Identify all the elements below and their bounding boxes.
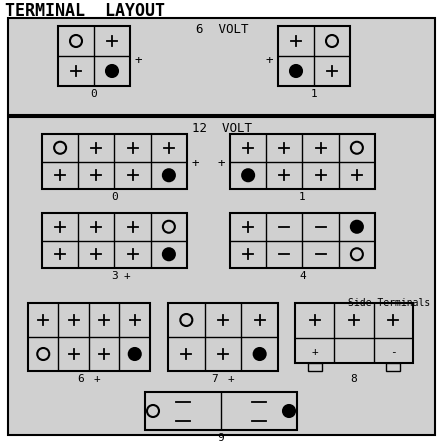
Circle shape <box>290 65 302 77</box>
Text: +: + <box>123 271 130 281</box>
Bar <box>42 134 187 189</box>
Circle shape <box>163 221 175 233</box>
Circle shape <box>129 348 141 360</box>
Bar <box>278 26 350 86</box>
Bar <box>42 213 187 268</box>
Circle shape <box>351 248 363 260</box>
Text: +: + <box>93 374 101 384</box>
Text: +: + <box>265 54 273 66</box>
Text: +: + <box>218 157 225 170</box>
Circle shape <box>70 35 82 47</box>
Bar <box>168 303 278 371</box>
Text: 1: 1 <box>311 89 317 99</box>
Text: +: + <box>228 374 234 384</box>
Text: 0: 0 <box>91 89 97 99</box>
Circle shape <box>254 348 266 360</box>
Text: +: + <box>192 157 199 170</box>
Text: 9: 9 <box>218 433 224 443</box>
Circle shape <box>163 169 175 181</box>
Text: 3: 3 <box>111 271 118 281</box>
Bar <box>58 26 130 86</box>
Text: Side Terminals: Side Terminals <box>348 298 430 308</box>
Bar <box>230 134 375 189</box>
Text: +: + <box>135 54 143 66</box>
Bar <box>8 18 435 115</box>
Bar <box>230 213 375 268</box>
Text: 4: 4 <box>299 271 306 281</box>
Bar <box>145 392 297 430</box>
Text: 12  VOLT: 12 VOLT <box>192 122 252 135</box>
Text: TERMINAL  LAYOUT: TERMINAL LAYOUT <box>5 2 165 20</box>
Text: 7: 7 <box>212 374 218 384</box>
Circle shape <box>242 169 254 181</box>
Bar <box>295 303 413 363</box>
Bar <box>308 363 322 371</box>
Text: -: - <box>390 347 397 358</box>
Text: 6: 6 <box>78 374 84 384</box>
Text: 1: 1 <box>299 192 306 202</box>
Bar <box>386 363 400 371</box>
Text: +: + <box>311 347 318 358</box>
Circle shape <box>283 405 295 417</box>
Bar <box>8 117 435 435</box>
Circle shape <box>147 405 159 417</box>
Text: 0: 0 <box>111 192 118 202</box>
Circle shape <box>351 142 363 154</box>
Circle shape <box>326 35 338 47</box>
Circle shape <box>163 248 175 260</box>
Circle shape <box>351 221 363 233</box>
Circle shape <box>37 348 49 360</box>
Text: 8: 8 <box>350 374 358 384</box>
Circle shape <box>106 65 118 77</box>
Bar <box>28 303 150 371</box>
Circle shape <box>54 142 66 154</box>
Circle shape <box>180 314 192 326</box>
Text: 6  VOLT: 6 VOLT <box>196 23 248 36</box>
